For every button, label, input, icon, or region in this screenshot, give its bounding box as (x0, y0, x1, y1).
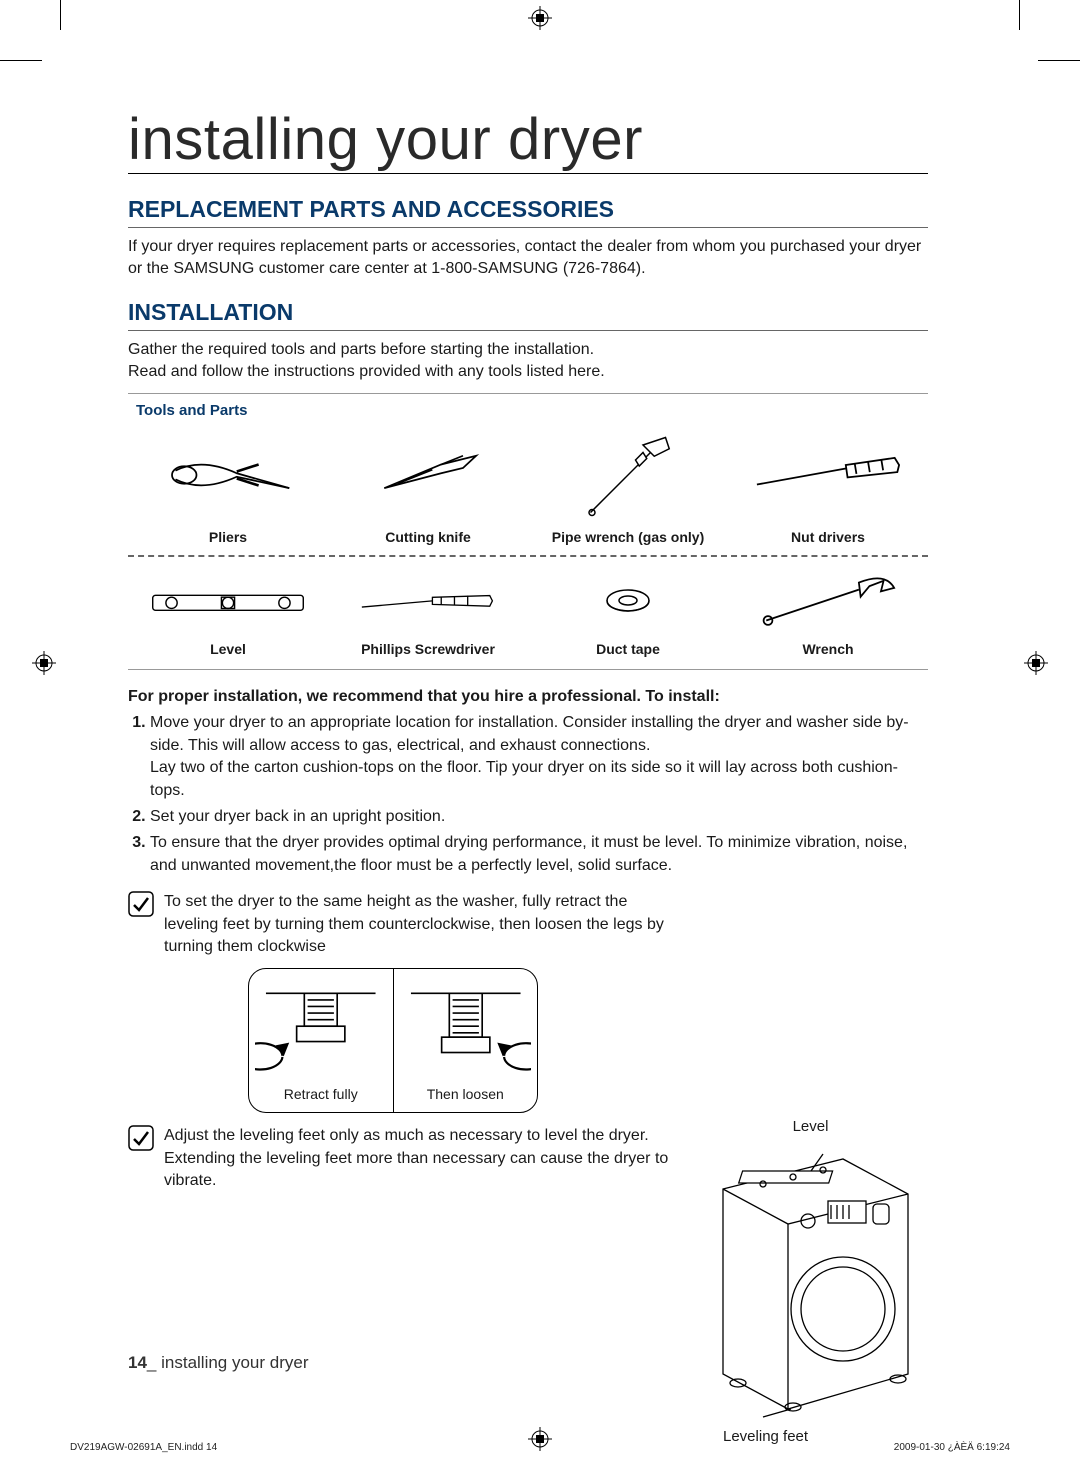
footer-label: installing your dryer (161, 1353, 308, 1372)
print-file: DV219AGW-02691A_EN.indd 14 (70, 1442, 217, 1453)
print-timestamp: 2009-01-30 ¿ÀÈÄ 6:19:24 (894, 1442, 1010, 1453)
tool-phillips: Phillips Screwdriver (328, 567, 528, 657)
tool-pipe-wrench: Pipe wrench (gas only) (528, 425, 728, 545)
registration-mark-left (32, 651, 56, 675)
tool-label: Pliers (209, 529, 247, 545)
tools-subhead: Tools and Parts (136, 402, 928, 419)
install-recommendation: For proper installation, we recommend th… (128, 688, 928, 706)
registration-mark-top (528, 6, 552, 30)
tool-label: Pipe wrench (gas only) (552, 529, 704, 545)
tools-grid: Pliers Cutting knife Pipe wrench (gas on… (128, 425, 928, 670)
tool-label: Duct tape (596, 641, 660, 657)
section-replacement-heading: REPLACEMENT PARTS AND ACCESSORIES (128, 196, 928, 228)
tool-duct-tape: Duct tape (528, 567, 728, 657)
install-step-2: Set your dryer back in an upright positi… (150, 806, 928, 828)
note-2-text: Adjust the leveling feet only as much as… (164, 1125, 684, 1192)
installation-intro-1: Gather the required tools and parts befo… (128, 339, 928, 361)
loosen-label: Then loosen (427, 1086, 504, 1102)
footer-sep: _ (147, 1353, 161, 1372)
install-step-3: To ensure that the dryer provides optima… (150, 832, 928, 877)
section-installation-heading: INSTALLATION (128, 299, 928, 331)
tool-label: Nut drivers (791, 529, 865, 545)
check-note-icon (128, 891, 154, 917)
tool-cutting-knife: Cutting knife (328, 425, 528, 545)
leveling-feet-diagram: Retract fully Then loosen (248, 968, 538, 1113)
note-1-text: To set the dryer to the same height as t… (164, 891, 684, 958)
print-metadata: DV219AGW-02691A_EN.indd 14 2009-01-30 ¿À… (0, 1442, 1080, 1453)
tool-label: Wrench (802, 641, 853, 657)
page-number: 14 (128, 1353, 147, 1372)
dryer-figure: Level (693, 1118, 928, 1445)
tool-level: Level (128, 567, 328, 657)
figure-level-label: Level (693, 1118, 928, 1135)
tool-wrench: Wrench (728, 567, 928, 657)
tool-label: Phillips Screwdriver (361, 641, 495, 657)
registration-mark-right (1024, 651, 1048, 675)
page-footer: 14_ installing your dryer (128, 1353, 309, 1373)
note-1: To set the dryer to the same height as t… (128, 891, 928, 958)
tool-label: Level (210, 641, 246, 657)
retract-label: Retract fully (284, 1086, 358, 1102)
tool-nut-drivers: Nut drivers (728, 425, 928, 545)
check-note-icon (128, 1125, 154, 1151)
replacement-body: If your dryer requires replacement parts… (128, 236, 928, 281)
tool-label: Cutting knife (385, 529, 471, 545)
install-steps: Move your dryer to an appropriate locati… (128, 712, 928, 877)
tool-pliers: Pliers (128, 425, 328, 545)
tools-divider (128, 555, 928, 557)
installation-intro-2: Read and follow the instructions provide… (128, 361, 928, 394)
page-title: installing your dryer (128, 110, 928, 174)
install-step-1: Move your dryer to an appropriate locati… (150, 712, 928, 802)
